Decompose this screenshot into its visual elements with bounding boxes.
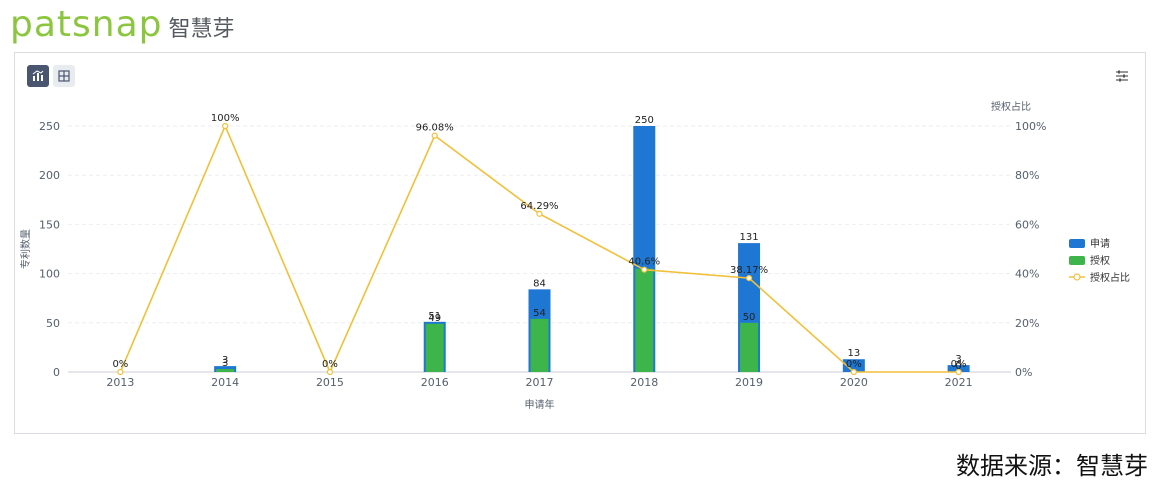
legend-label-grant: 授权 xyxy=(1090,254,1110,267)
y2-tick-label: 20% xyxy=(1015,317,1039,330)
y2-tick-label: 40% xyxy=(1015,268,1039,281)
y2-axis-title: 授权占比 xyxy=(991,100,1031,113)
chart-settings-button[interactable] xyxy=(1113,67,1131,85)
bar-grant xyxy=(425,323,444,372)
y-tick-label: 0 xyxy=(53,366,60,379)
ratio-point xyxy=(536,210,543,217)
legend-swatch-ratio-point xyxy=(1073,273,1081,281)
bar-apply xyxy=(842,359,865,372)
y-tick-label: 50 xyxy=(46,317,60,330)
data-source-note: 数据来源：智慧芽 xyxy=(956,452,1148,480)
ratio-value-label: 0% xyxy=(846,359,862,370)
ratio-value-label: 0% xyxy=(951,359,967,370)
x-tick-label: 2016 xyxy=(421,376,449,389)
x-tick-label: 2015 xyxy=(316,376,344,389)
chart-panel: 0 50 100 150 200 250 0% 20% 40% 60% 80% 100% 2013 201… xyxy=(14,52,1146,434)
y2-tick-label: 100% xyxy=(1015,120,1046,133)
logo-text: patsnap xyxy=(10,4,163,45)
ratio-point xyxy=(222,122,229,130)
y-tick-label: 100 xyxy=(39,268,60,281)
bar-grant xyxy=(216,369,235,372)
ratio-point xyxy=(641,266,648,273)
legend-swatch-apply xyxy=(1069,239,1085,248)
y2-tick-label: 0% xyxy=(1015,366,1032,379)
ratio-value-label: 96.08% xyxy=(416,123,454,134)
y-tick-label: 200 xyxy=(39,169,60,182)
ratio-value-label: 38.17% xyxy=(730,265,768,276)
bar-grant xyxy=(530,318,549,372)
ratio-value-label: 64.29% xyxy=(520,201,558,212)
legend-label-apply: 申请 xyxy=(1090,237,1110,250)
table-view-button[interactable] xyxy=(53,65,75,87)
patsnap-logo: patsnap 智慧芽 xyxy=(10,4,235,48)
ratio-point xyxy=(955,368,962,376)
x-tick-label: 2020 xyxy=(840,376,868,389)
x-tick-label: 2019 xyxy=(735,376,763,389)
x-tick-label: 2021 xyxy=(945,376,973,389)
x-tick-label: 2013 xyxy=(106,376,134,389)
grant-value-label: 0 xyxy=(955,361,961,372)
ratio-point xyxy=(850,368,857,376)
bar-grant xyxy=(635,268,654,372)
x-tick-label: 2017 xyxy=(526,376,554,389)
ratio-value-label: 0% xyxy=(322,359,338,370)
y2-tick-label: 80% xyxy=(1015,169,1039,182)
grid-icon xyxy=(58,70,70,82)
apply-value-label: 250 xyxy=(635,115,654,126)
legend-swatch-grant xyxy=(1069,256,1085,265)
apply-value-label: 131 xyxy=(740,232,759,243)
y2-tick-label: 60% xyxy=(1015,218,1039,231)
y-axis-title: 专利数量 xyxy=(19,229,32,269)
y-tick-label: 150 xyxy=(39,218,60,231)
apply-value-label: 51 xyxy=(428,311,441,322)
apply-value-label: 13 xyxy=(847,348,860,359)
bar-apply xyxy=(947,365,970,372)
chart: 0 50 100 150 200 250 0% 20% 40% 60% 80% 100% 2013 201… xyxy=(19,100,1130,411)
logo-cn-text: 智慧芽 xyxy=(168,17,235,42)
apply-value-label: 84 xyxy=(533,278,546,289)
x-axis-title: 申请年 xyxy=(525,398,555,411)
apply-value-label: 3 xyxy=(222,355,228,366)
legend-label-ratio: 授权占比 xyxy=(1090,271,1130,284)
apply-value-label: 3 xyxy=(955,354,961,365)
grant-value-label: 54 xyxy=(533,308,546,319)
sliders-icon xyxy=(1116,70,1128,82)
ratio-point xyxy=(431,132,438,139)
chart-view-button[interactable] xyxy=(27,65,49,87)
ratio-value-label: 0% xyxy=(112,359,128,370)
ratio-point xyxy=(117,368,124,376)
grant-value-label: 49 xyxy=(428,313,441,324)
ratio-point xyxy=(326,368,334,376)
grant-value-label: 50 xyxy=(743,312,756,323)
x-tick-label: 2014 xyxy=(211,376,239,389)
bar-grant xyxy=(740,322,759,372)
bar-chart-icon xyxy=(32,70,44,81)
ratio-value-label: 40.6% xyxy=(628,257,660,268)
grant-value-label: 3 xyxy=(222,358,228,369)
x-tick-label: 2018 xyxy=(630,376,658,389)
ratio-point xyxy=(745,275,753,282)
ratio-value-label: 100% xyxy=(211,113,240,124)
y-tick-label: 250 xyxy=(39,120,60,133)
